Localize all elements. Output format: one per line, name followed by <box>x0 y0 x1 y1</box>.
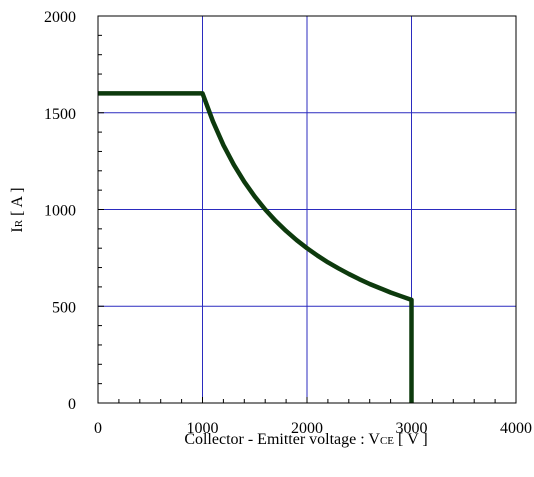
minor-ticks <box>97 15 517 404</box>
y-tick-label: 1500 <box>44 106 76 123</box>
y-tick-label: 0 <box>68 396 76 413</box>
x-tick-label: 3000 <box>396 420 428 437</box>
y-axis-label-unit: [ A ] <box>9 187 26 219</box>
y-axis-label-main: I <box>9 227 26 232</box>
y-tick-labels: 0 500 1000 1500 2000 <box>44 9 76 413</box>
plot-frame <box>97 15 517 404</box>
x-tick-label: 2000 <box>291 420 323 437</box>
x-axis-label-main: Collector - Emitter voltage : V <box>184 431 380 448</box>
grid-lines <box>98 16 516 403</box>
y-tick-label: 500 <box>52 299 76 316</box>
y-tick-label: 1000 <box>44 203 76 220</box>
series-layer <box>98 91 414 403</box>
x-tick-labels: 0 1000 2000 3000 4000 <box>94 420 532 437</box>
x-axis-label-sub: CE <box>380 435 394 447</box>
y-axis-label-sub: R <box>13 219 25 227</box>
x-axis-label-unit: [ V ] <box>394 431 428 448</box>
x-axis-label: Collector - Emitter voltage : VCE [ V ] <box>184 431 427 448</box>
y-axis-label: IR [ A ] <box>9 187 26 232</box>
x-tick-label: 1000 <box>187 420 219 437</box>
series-line <box>98 91 414 403</box>
x-tick-label: 4000 <box>500 420 532 437</box>
y-tick-label: 2000 <box>44 9 76 26</box>
x-tick-label: 0 <box>94 420 102 437</box>
